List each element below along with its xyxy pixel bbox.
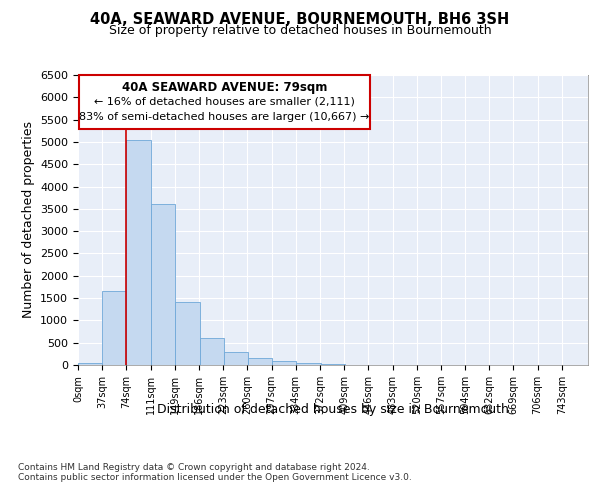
Text: Distribution of detached houses by size in Bournemouth: Distribution of detached houses by size … <box>157 402 509 415</box>
Bar <box>151 204 175 365</box>
Bar <box>224 352 248 365</box>
Text: ← 16% of detached houses are smaller (2,111): ← 16% of detached houses are smaller (2,… <box>94 97 355 107</box>
Bar <box>127 140 151 365</box>
Text: 40A SEAWARD AVENUE: 79sqm: 40A SEAWARD AVENUE: 79sqm <box>122 80 327 94</box>
Bar <box>102 292 127 365</box>
Bar <box>296 363 320 365</box>
Bar <box>79 76 370 128</box>
Text: 40A, SEAWARD AVENUE, BOURNEMOUTH, BH6 3SH: 40A, SEAWARD AVENUE, BOURNEMOUTH, BH6 3S… <box>91 12 509 28</box>
Bar <box>321 364 346 365</box>
Bar <box>78 363 102 365</box>
Bar <box>272 360 296 365</box>
Text: Size of property relative to detached houses in Bournemouth: Size of property relative to detached ho… <box>109 24 491 37</box>
Bar <box>175 302 200 365</box>
Bar <box>200 338 224 365</box>
Y-axis label: Number of detached properties: Number of detached properties <box>22 122 35 318</box>
Text: 83% of semi-detached houses are larger (10,667) →: 83% of semi-detached houses are larger (… <box>79 112 370 122</box>
Text: Contains public sector information licensed under the Open Government Licence v3: Contains public sector information licen… <box>18 474 412 482</box>
Text: Contains HM Land Registry data © Crown copyright and database right 2024.: Contains HM Land Registry data © Crown c… <box>18 462 370 471</box>
Bar <box>248 358 272 365</box>
